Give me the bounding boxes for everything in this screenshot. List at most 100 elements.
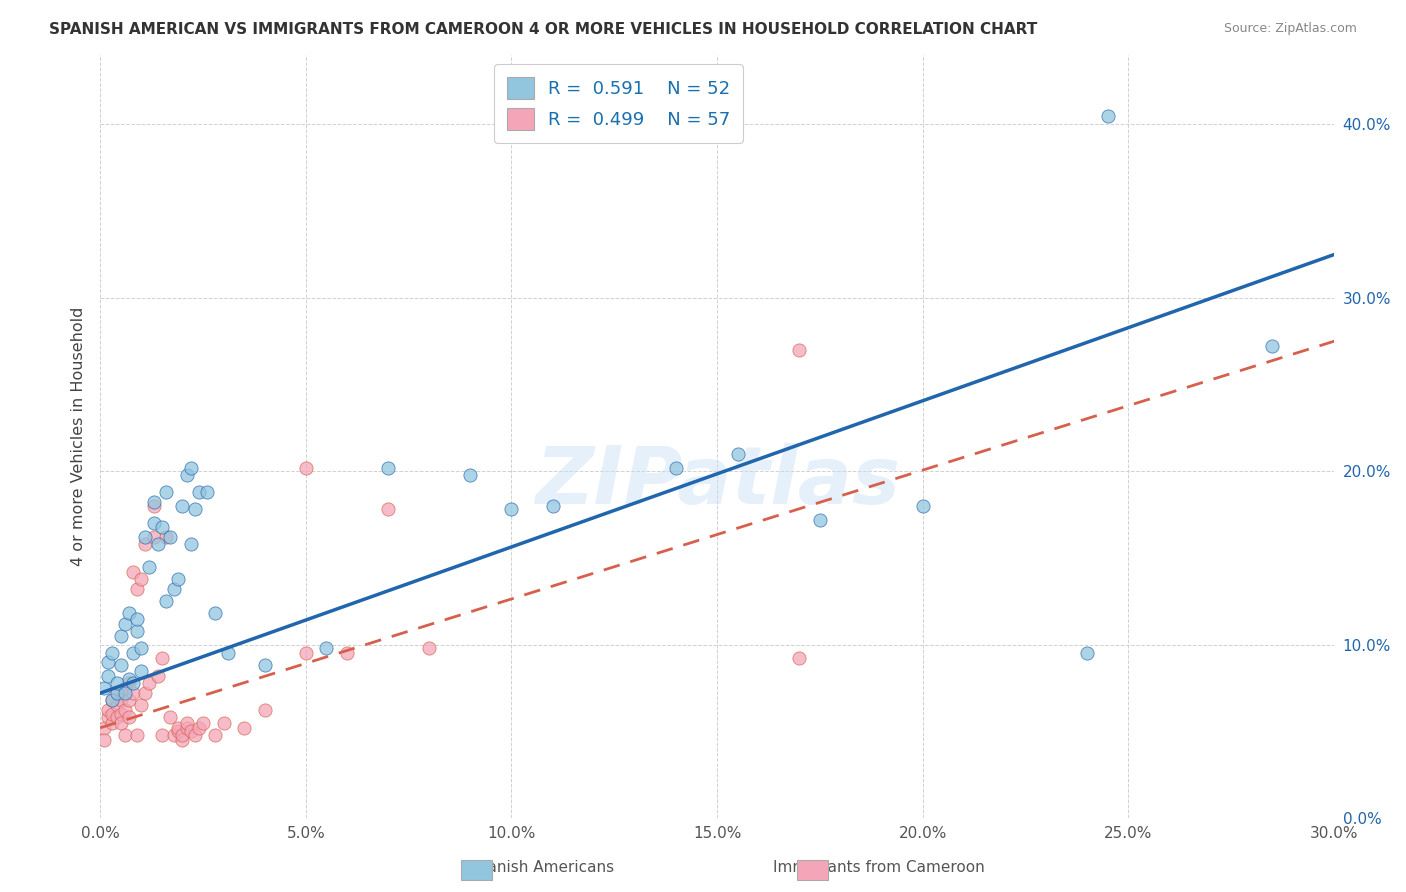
Point (163, 582, 186, 596)
Point (501, 502, 523, 516)
Point (150, 519, 173, 533)
Point (129, 664, 152, 678)
Point (155, 594, 177, 608)
Point (180, 724, 202, 739)
Point (118, 607, 141, 621)
Point (204, 728, 226, 742)
Point (180, 537, 202, 551)
Point (176, 715, 198, 730)
Point (105, 698, 128, 713)
Point (142, 516, 165, 531)
Point (204, 607, 226, 621)
Point (110, 706, 132, 721)
Point (377, 460, 399, 475)
Point (138, 675, 160, 690)
Point (127, 582, 149, 596)
Point (97, 655, 120, 669)
Point (727, 447, 749, 461)
Point (101, 715, 124, 730)
Point (129, 698, 152, 713)
Point (217, 646, 239, 660)
Point (97, 704, 120, 718)
Point (114, 728, 136, 742)
Point (172, 499, 194, 513)
Point (233, 721, 256, 735)
Point (155, 530, 177, 544)
Y-axis label: 4 or more Vehicles in Household: 4 or more Vehicles in Household (72, 307, 86, 566)
Point (101, 706, 124, 721)
Point (110, 658, 132, 673)
Point (184, 728, 207, 742)
Point (665, 460, 688, 475)
Point (101, 693, 124, 707)
Point (789, 651, 811, 665)
Point (195, 485, 218, 500)
Text: SPANISH AMERICAN VS IMMIGRANTS FROM CAMEROON 4 OR MORE VEHICLES IN HOUSEHOLD COR: SPANISH AMERICAN VS IMMIGRANTS FROM CAME… (49, 22, 1038, 37)
Point (172, 733, 194, 747)
Point (134, 530, 156, 544)
Point (460, 467, 482, 482)
Point (122, 686, 145, 700)
Point (315, 641, 337, 656)
Point (155, 485, 177, 500)
Point (118, 710, 141, 724)
Point (127, 612, 149, 626)
Point (172, 728, 194, 742)
Point (118, 693, 141, 707)
Point (114, 704, 136, 718)
Point (1076, 646, 1098, 660)
Point (142, 530, 165, 544)
Point (101, 693, 124, 707)
Point (105, 686, 128, 700)
Point (294, 460, 316, 475)
Point (167, 721, 190, 735)
Point (253, 658, 276, 673)
Point (336, 646, 359, 660)
Point (167, 572, 190, 586)
Point (159, 530, 181, 544)
Point (142, 495, 165, 509)
Point (789, 343, 811, 357)
Point (105, 686, 128, 700)
Point (163, 728, 186, 742)
Point (105, 710, 128, 724)
Point (212, 715, 235, 730)
Point (253, 704, 276, 718)
Legend: R =  0.591    N = 52, R =  0.499    N = 57: R = 0.591 N = 52, R = 0.499 N = 57 (494, 64, 742, 143)
Text: Source: ZipAtlas.com: Source: ZipAtlas.com (1223, 22, 1357, 36)
Point (122, 565, 145, 579)
Point (110, 715, 132, 730)
Point (122, 675, 145, 690)
Point (146, 669, 169, 683)
Point (176, 467, 198, 482)
Point (187, 721, 209, 735)
Point (114, 686, 136, 700)
Point (101, 646, 124, 660)
Point (418, 641, 440, 656)
Point (138, 559, 160, 574)
Point (134, 686, 156, 700)
Point (93, 733, 115, 747)
Point (167, 724, 190, 739)
Point (187, 485, 209, 500)
Point (180, 460, 202, 475)
Point (114, 616, 136, 631)
Point (159, 710, 181, 724)
Point (1097, 109, 1119, 123)
Point (142, 499, 165, 513)
Point (911, 499, 934, 513)
Point (191, 715, 214, 730)
Point (97, 669, 120, 683)
Point (1261, 339, 1284, 353)
Point (541, 499, 564, 513)
Point (114, 681, 136, 695)
Point (377, 502, 399, 516)
Point (127, 624, 149, 638)
Text: Immigrants from Cameroon: Immigrants from Cameroon (773, 861, 984, 875)
Point (150, 728, 173, 742)
Point (176, 721, 198, 735)
Point (808, 513, 831, 527)
Text: ZIPatlas: ZIPatlas (534, 443, 900, 521)
Point (110, 629, 132, 643)
Point (129, 641, 152, 656)
